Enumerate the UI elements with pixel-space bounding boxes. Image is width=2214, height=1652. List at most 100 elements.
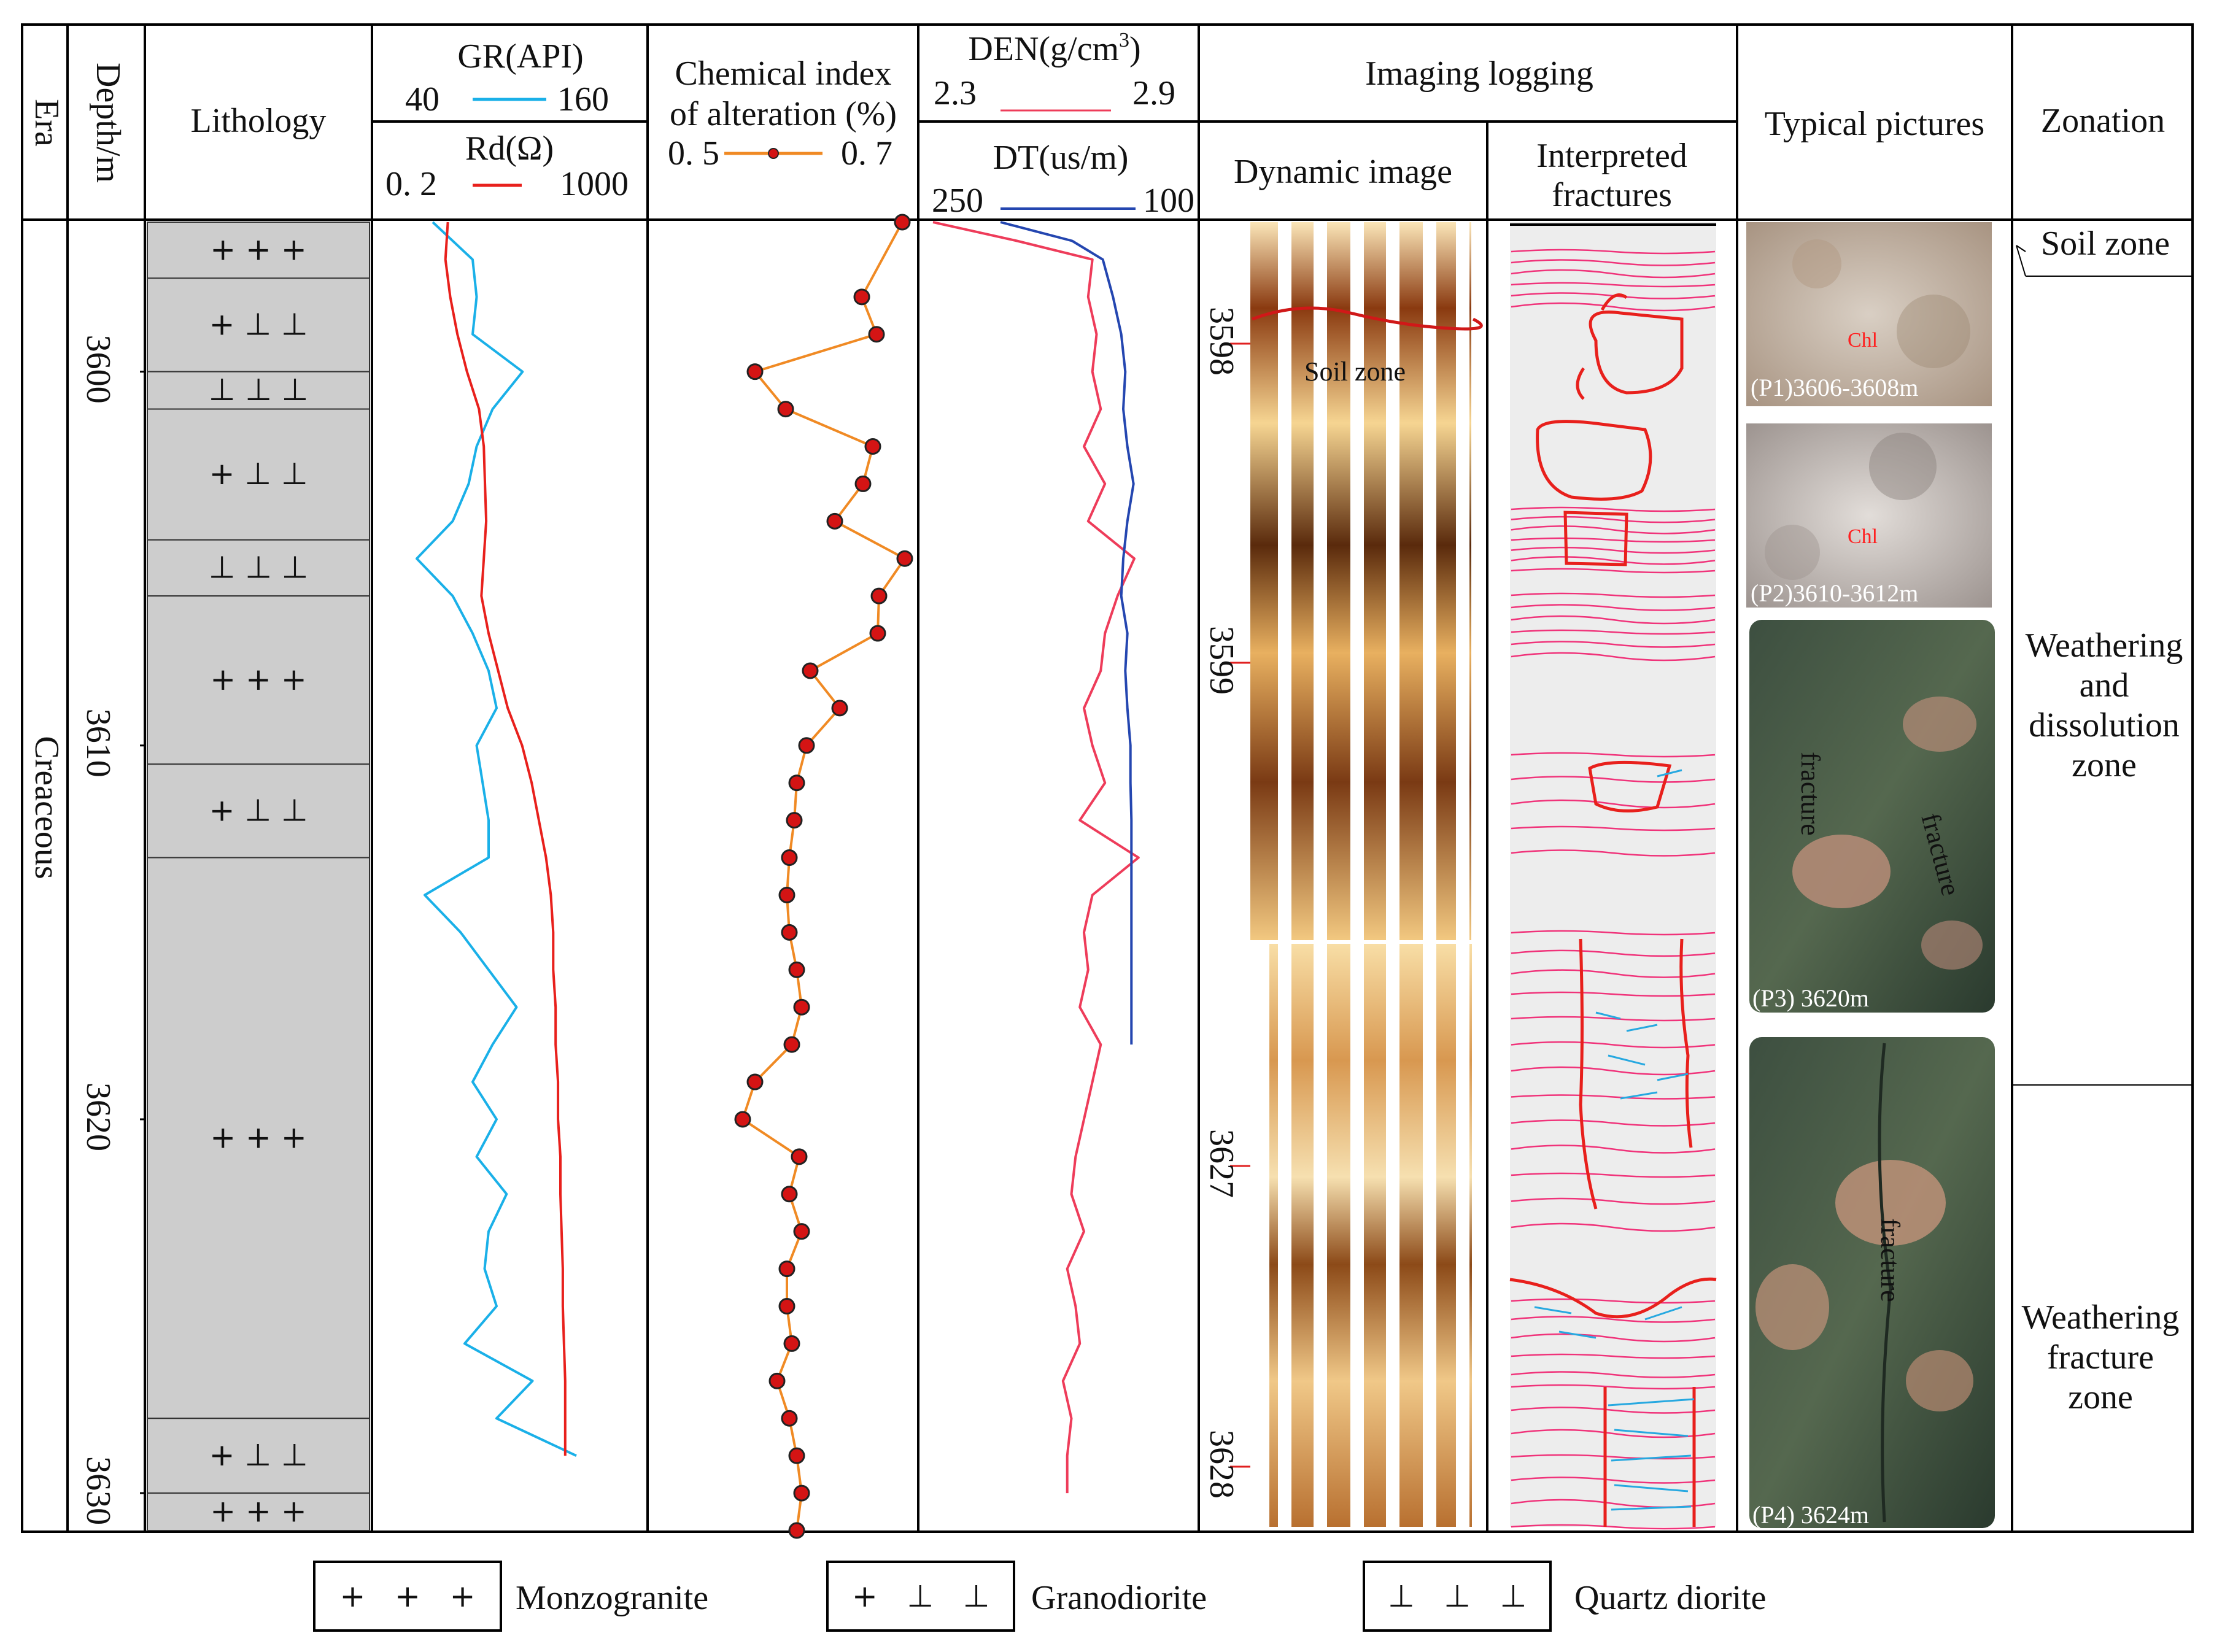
lithology-interval-granodiorite	[147, 763, 370, 859]
image-gap-strip	[1386, 222, 1399, 1527]
fracture-sinusoid	[1511, 949, 1716, 957]
fracture-sinusoid	[1511, 1384, 1716, 1390]
typical-pictures: Chl (P1)3606-3608m Chl (P2)3610-3612m fr…	[1746, 222, 1995, 1529]
gr-max: 160	[557, 80, 609, 118]
depth-tick-label: 3610	[79, 709, 117, 778]
zonation-header: Zonation	[2041, 102, 2165, 140]
fracture-sinusoid	[1511, 1298, 1716, 1304]
fracture-sinusoid	[1511, 269, 1716, 279]
fracture-sinusoid	[1511, 1094, 1716, 1100]
rd-curve	[444, 222, 567, 1456]
lithology-interval-monzogranite	[147, 857, 370, 1419]
major-fractures	[1509, 293, 1717, 1527]
cia-data-point	[864, 438, 881, 455]
image-gap-strip	[1423, 222, 1436, 1527]
dt-header: DT(us/m)	[993, 139, 1129, 177]
dt-max: 100	[1143, 182, 1194, 220]
gr-min: 40	[405, 80, 439, 118]
fracture-sinusoid	[1511, 1353, 1716, 1359]
cia-legend-marker	[768, 148, 779, 159]
den-header: DEN(g/cm3)	[968, 29, 1140, 68]
rd-max: 1000	[560, 165, 629, 203]
fracture-sinusoid	[1511, 1407, 1716, 1414]
image-gap-strip	[1350, 222, 1364, 1527]
minor-fractures	[1534, 769, 1695, 1511]
dynamic-image-gaps	[1250, 222, 1471, 1527]
cia-data-point	[781, 1410, 798, 1427]
cia-data-point	[791, 1148, 808, 1165]
fracture-sinusoid	[1511, 641, 1716, 648]
p2-caption: (P2)3610-3612m	[1751, 579, 1918, 607]
dt-curve	[1000, 221, 1135, 1045]
p3-caption: (P3) 3620m	[1752, 984, 1869, 1012]
cia-data-point	[778, 1298, 795, 1315]
cia-data-point	[783, 1335, 800, 1352]
lithology-column: + + + + ⊥ ⊥ ⊥ ⊥ ⊥ + ⊥ ⊥ ⊥ ⊥ ⊥ + + + + ⊥ ⊥ + + +…	[147, 222, 370, 1531]
zone-soil: Soil zone	[2041, 225, 2170, 263]
table-frame	[21, 23, 2194, 1533]
p4-fracture-label: fracture	[1875, 1218, 1905, 1302]
lithology-interval-quartz_diorite	[147, 371, 370, 410]
depth-tick-label: 3620	[79, 1083, 117, 1151]
fracture-sinusoid	[1511, 752, 1716, 758]
image-depth-label: 3599	[1202, 626, 1241, 695]
depth-tick-label: 3600	[79, 335, 117, 404]
dynamic-image: Soil zone 3598 3599 3627 3628	[1202, 222, 1483, 1527]
lithology-symbol: + ⊥ ⊥	[209, 792, 308, 828]
zone-weathering-fracture-2: fracture	[2047, 1338, 2154, 1376]
cia-data-point	[746, 1073, 764, 1090]
gr-header: GR(API)	[457, 37, 583, 75]
cia-data-point	[788, 961, 805, 978]
fracture-sinusoid	[1511, 1144, 1716, 1154]
fracture-sinusoid	[1511, 615, 1716, 625]
header: Era Depth/m Lithology GR(API) 40 160 Rd(…	[28, 29, 2165, 220]
lithology-symbol: ⊥ ⊥ ⊥	[209, 549, 308, 585]
lithology-symbol: + ⊥ ⊥	[209, 307, 308, 342]
fracture-sinusoid	[1511, 1333, 1716, 1343]
cia-data-point	[781, 924, 798, 941]
depth-tick-label: 3630	[79, 1456, 117, 1525]
cia-data-point	[870, 587, 888, 604]
lithology-interval-granodiorite	[147, 277, 370, 372]
lithology-interval-monzogranite	[147, 1492, 370, 1531]
interpreted-fractures	[1509, 222, 1717, 1530]
fracture-sinusoid	[1511, 1041, 1716, 1049]
zone-weathering-fracture-1: Weathering	[2022, 1299, 2180, 1337]
image-depth-ticks: 3598 3599 3627 3628	[1202, 307, 1250, 1499]
cia-data-point	[869, 625, 886, 642]
cia-data-point	[783, 1036, 800, 1053]
fracture-sinusoid	[1511, 592, 1716, 598]
lithology-symbol: + ⊥ ⊥	[209, 1437, 308, 1473]
fracture-sinusoid	[1511, 1316, 1716, 1323]
cia-data-point	[781, 1186, 798, 1203]
p4-caption: (P4) 3624m	[1752, 1501, 1869, 1529]
p3-fracture-label-1: fracture	[1795, 752, 1825, 836]
legend-label-granodiorite: Granodiorite	[1031, 1579, 1207, 1617]
cia-curve	[741, 222, 906, 1531]
cia-data-point	[868, 326, 885, 343]
image-depth-label: 3627	[1202, 1129, 1241, 1198]
fracture-sinusoid	[1511, 1371, 1716, 1378]
cia-data-point	[793, 1223, 810, 1240]
p1-mineral: Chl	[1848, 329, 1878, 352]
cia-data-point	[746, 363, 764, 380]
fracture-sinusoid	[1511, 629, 1716, 635]
zone-weathering-dissolution-4: zone	[2072, 746, 2137, 784]
fracture-sinusoid	[1511, 1172, 1716, 1178]
legend: + + + Monzogranite + ⊥ ⊥ Granodiorite ⊥ …	[313, 1561, 1767, 1632]
image-depth-label: 3628	[1202, 1430, 1241, 1499]
p1-caption: (P1)3606-3608m	[1751, 374, 1918, 401]
fracture-sinusoid	[1511, 1119, 1716, 1127]
fracture-sinusoid	[1511, 652, 1716, 662]
fracture-sinusoid	[1511, 991, 1716, 997]
image-gap-strip	[1278, 222, 1291, 1527]
fracture-sinusoid	[1511, 825, 1716, 832]
dynamic-image-lower	[1269, 944, 1472, 1527]
cia-data-point	[854, 475, 872, 492]
log-curves	[416, 214, 1140, 1539]
fracture-sinusoid	[1511, 776, 1716, 783]
zonation: Soil zone Weathering and dissolution zon…	[2012, 225, 2193, 1416]
picture-p1: Chl (P1)3606-3608m	[1746, 222, 1992, 406]
legend-symbol-quartz-diorite: ⊥ ⊥ ⊥	[1388, 1578, 1527, 1614]
